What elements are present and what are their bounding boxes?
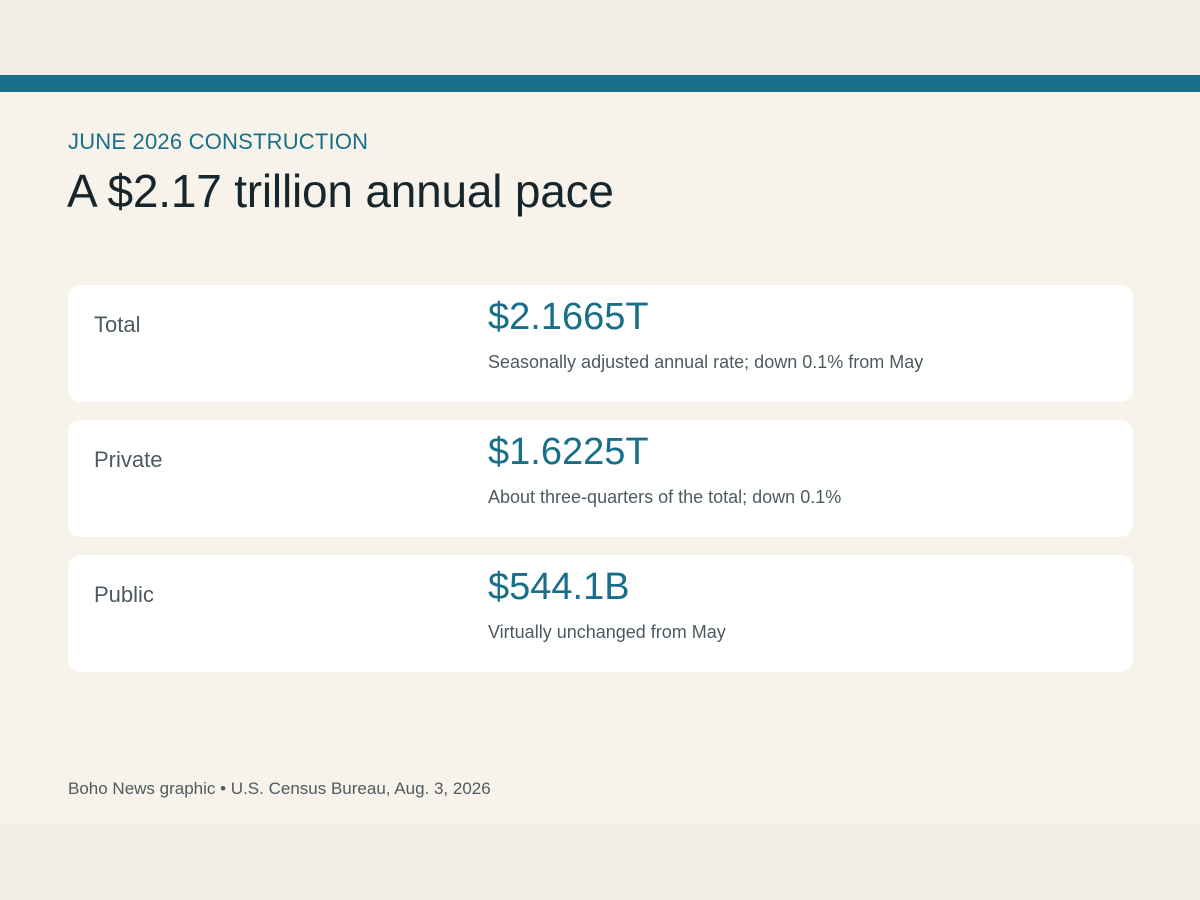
- stat-value: $2.1665T: [488, 296, 649, 338]
- graphic-card: JUNE 2026 CONSTRUCTION A $2.17 trillion …: [0, 75, 1200, 825]
- accent-bar: [0, 75, 1200, 92]
- stat-value: $544.1B: [488, 566, 630, 608]
- stat-note: About three-quarters of the total; down …: [488, 487, 842, 507]
- stat-value: $1.6225T: [488, 431, 649, 473]
- stat-row-private: Private $1.6225T About three-quarters of…: [68, 420, 1133, 537]
- stat-label: Public: [94, 582, 154, 607]
- stat-list: Total $2.1665T Seasonally adjusted annua…: [68, 285, 1133, 690]
- headline: A $2.17 trillion annual pace: [67, 165, 614, 217]
- stat-label: Total: [94, 312, 141, 337]
- stat-label: Private: [94, 447, 163, 472]
- source-credit: Boho News graphic • U.S. Census Bureau, …: [68, 779, 491, 798]
- stat-row-public: Public $544.1B Virtually unchanged from …: [68, 555, 1133, 672]
- stat-note: Virtually unchanged from May: [488, 622, 726, 642]
- kicker: JUNE 2026 CONSTRUCTION: [68, 129, 369, 154]
- stat-note: Seasonally adjusted annual rate; down 0.…: [488, 352, 924, 372]
- stat-row-total: Total $2.1665T Seasonally adjusted annua…: [68, 285, 1133, 402]
